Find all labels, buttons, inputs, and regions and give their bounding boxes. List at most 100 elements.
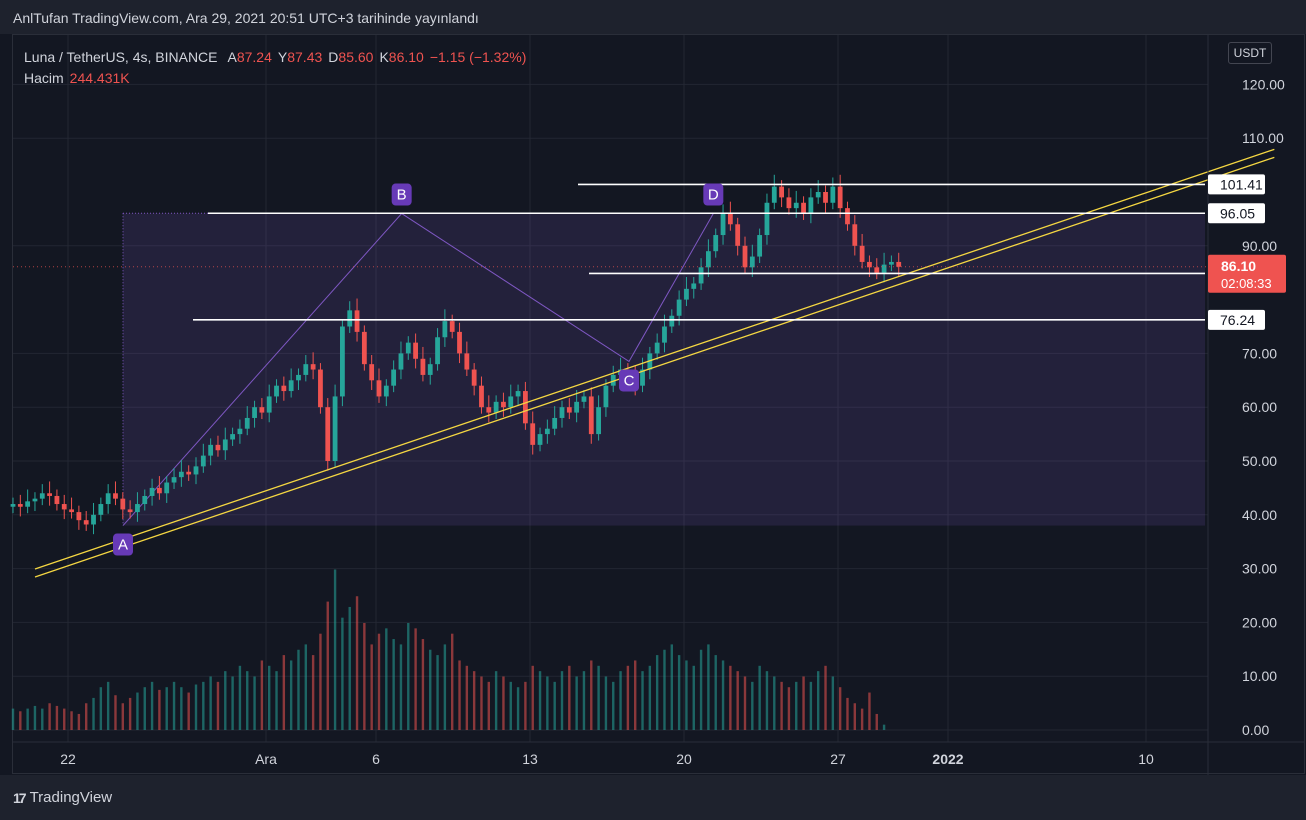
candle-body bbox=[881, 264, 887, 273]
volume-bar bbox=[560, 671, 564, 730]
volume-bar bbox=[268, 665, 271, 730]
volume-bar bbox=[634, 660, 637, 730]
volume-bar bbox=[150, 681, 154, 730]
candle-body bbox=[581, 396, 587, 402]
chart-frame bbox=[12, 34, 1305, 774]
candle-body bbox=[786, 197, 792, 209]
volume-bar bbox=[663, 649, 666, 730]
candle-body bbox=[793, 202, 799, 209]
candle-body bbox=[120, 498, 126, 510]
volume-bar bbox=[209, 676, 212, 730]
candle-body bbox=[552, 417, 558, 429]
candle-body bbox=[457, 331, 462, 354]
time-tick: 10 bbox=[1138, 751, 1154, 767]
candle-body bbox=[859, 245, 865, 262]
pattern-point-B: B bbox=[391, 183, 412, 206]
candle-body bbox=[171, 477, 177, 483]
volume-bar bbox=[516, 687, 520, 730]
candle-body bbox=[142, 495, 148, 505]
candle-body bbox=[449, 321, 455, 332]
time-tick: 27 bbox=[830, 751, 846, 767]
candle-body bbox=[17, 504, 23, 507]
candle-body bbox=[706, 251, 711, 268]
candle-body bbox=[559, 407, 565, 418]
legend-open-key: A bbox=[227, 48, 237, 65]
volume-bar bbox=[414, 628, 417, 730]
candle-body bbox=[405, 342, 411, 354]
volume-bar bbox=[326, 601, 329, 730]
pattern-point-A: A bbox=[113, 533, 133, 556]
candle-body bbox=[383, 385, 389, 397]
candle-body bbox=[691, 283, 697, 289]
pattern-range-box bbox=[123, 213, 1205, 526]
candle-body bbox=[530, 423, 536, 445]
volume-bar bbox=[421, 639, 425, 730]
candle-body bbox=[889, 261, 894, 265]
candle-body bbox=[669, 315, 675, 327]
volume-bar bbox=[333, 569, 337, 730]
volume-bar bbox=[882, 724, 886, 730]
candle-body bbox=[61, 504, 67, 510]
volume-bar bbox=[128, 697, 132, 730]
candle-body bbox=[237, 428, 243, 435]
candle-body bbox=[266, 396, 272, 413]
legend-open-value: 87.24 bbox=[236, 48, 272, 65]
volume-bar bbox=[575, 676, 578, 730]
volume-bar bbox=[677, 655, 681, 730]
legend-volume-label: Hacim bbox=[24, 69, 64, 86]
legend-high-value: 87.43 bbox=[287, 48, 323, 65]
candle-body bbox=[105, 493, 111, 505]
volume-bar bbox=[451, 633, 454, 730]
candle-body bbox=[493, 401, 499, 413]
candle-body bbox=[303, 364, 309, 375]
volume-bar bbox=[743, 676, 747, 730]
volume-bar bbox=[714, 655, 717, 730]
price-tick: 0.00 bbox=[1242, 722, 1269, 738]
candle-body bbox=[91, 514, 96, 525]
volume-bar bbox=[721, 660, 725, 730]
chart-legend: Luna / TetherUS, 4s, BINANCE A 87.24 Y 8… bbox=[24, 46, 532, 88]
price-tick: 10.00 bbox=[1242, 668, 1277, 684]
legend-ohlc-row: Luna / TetherUS, 4s, BINANCE A 87.24 Y 8… bbox=[24, 46, 532, 67]
candle-body bbox=[749, 256, 755, 268]
currency-button[interactable]: USDT bbox=[1228, 42, 1272, 64]
last-price-badge: 86.10 02:08:33 bbox=[1208, 254, 1286, 293]
candle-body bbox=[340, 326, 345, 397]
volume-bar bbox=[626, 665, 630, 730]
volume-bar bbox=[63, 708, 66, 730]
level-label-76.24: 76.24 bbox=[1208, 309, 1265, 330]
volume-bar bbox=[736, 671, 739, 730]
volume-bar bbox=[172, 681, 176, 730]
pattern-marker-box bbox=[703, 183, 724, 206]
price-tick: 110.00 bbox=[1242, 130, 1284, 146]
time-tick: 13 bbox=[522, 751, 538, 767]
trend-line-lower bbox=[34, 156, 1275, 578]
price-tick: 120.00 bbox=[1242, 76, 1285, 92]
candle-body bbox=[310, 364, 316, 370]
volume-bar bbox=[99, 687, 103, 730]
candle-body bbox=[566, 407, 572, 413]
volume-bar bbox=[194, 684, 198, 730]
candle-body bbox=[47, 493, 52, 496]
volume-bar bbox=[465, 665, 469, 730]
volume-bar bbox=[765, 671, 769, 730]
volume-bar bbox=[546, 676, 549, 730]
candle-body bbox=[837, 186, 843, 209]
volume-bar bbox=[19, 711, 22, 730]
candle-body bbox=[69, 509, 74, 513]
publish-header bbox=[0, 0, 1306, 34]
volume-bar bbox=[48, 703, 51, 730]
abcd-pattern bbox=[122, 212, 1205, 526]
volume-bar bbox=[304, 644, 307, 730]
candle-body bbox=[186, 471, 192, 475]
volume-bar bbox=[392, 639, 395, 730]
candle-body bbox=[735, 224, 741, 246]
volume-bar bbox=[363, 623, 366, 730]
volume-bar bbox=[648, 665, 652, 730]
volume-bar bbox=[187, 692, 190, 730]
pattern-marker-box bbox=[113, 533, 133, 556]
pattern-marker-label: A bbox=[118, 537, 128, 554]
candle-body bbox=[486, 407, 492, 413]
candle-body bbox=[10, 504, 16, 507]
